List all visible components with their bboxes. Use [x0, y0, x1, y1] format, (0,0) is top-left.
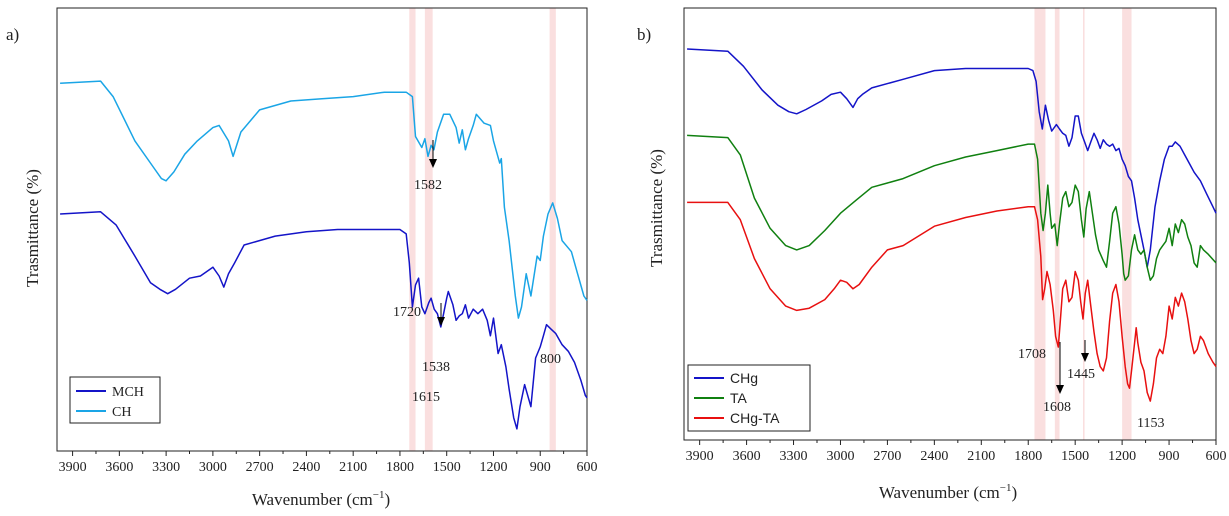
- series-line-chg-ta: [687, 201, 1217, 402]
- series-line-ch: [60, 80, 588, 319]
- series-line-ta: [687, 134, 1217, 281]
- x-axis-label: Wavenumber (cm−1): [879, 482, 1017, 502]
- annotation-1445: 1445: [1067, 340, 1095, 382]
- plot-frame: [56, 7, 588, 452]
- x-tick-label: 1500: [1061, 449, 1089, 464]
- annotation-1538: 1538: [422, 303, 450, 375]
- highlight-band: [1083, 8, 1085, 440]
- x-tick-label: 1200: [1108, 449, 1136, 464]
- highlight-band: [424, 8, 433, 451]
- x-tick-label: 2700: [246, 460, 274, 475]
- highlight-band: [1122, 8, 1132, 440]
- x-tick-label: 900: [530, 460, 551, 475]
- x-tick-label: 2400: [292, 460, 320, 475]
- x-tick-label: 2100: [339, 460, 367, 475]
- highlight-band: [409, 8, 416, 451]
- series-line-mch: [60, 211, 588, 430]
- x-tick-label: 600: [1206, 449, 1227, 464]
- highlight-bands: [409, 8, 556, 451]
- panel-b: b) 3900 3600 3300 3000 2700 2400 2100 1800 1500 1…: [637, 7, 1227, 502]
- x-tick-label: 3600: [105, 460, 133, 475]
- panel-b-label: b): [637, 25, 651, 44]
- x-tick-label: 900: [1159, 449, 1180, 464]
- x-axis-label: Wavenumber (cm−1): [252, 489, 390, 509]
- annotation-label-1708: 1708: [1018, 347, 1046, 362]
- x-tick-label: 1800: [386, 460, 414, 475]
- highlight-band: [1054, 8, 1060, 440]
- annotation-label: 1538: [422, 360, 450, 375]
- x-tick-label: 600: [577, 460, 598, 475]
- x-tick-label: 3000: [199, 460, 227, 475]
- x-tick-label: 3900: [686, 449, 714, 464]
- highlight-band: [1034, 8, 1046, 440]
- x-tick-label: 2700: [873, 449, 901, 464]
- series-line-chg: [687, 48, 1217, 268]
- annotation-label-1153: 1153: [1137, 416, 1164, 431]
- x-tick-label: 1800: [1014, 449, 1042, 464]
- legend: CHg TA CHg-TA: [687, 364, 811, 432]
- y-axis-label: Trasmittance (%): [23, 169, 42, 287]
- plot-frame: [683, 7, 1217, 441]
- highlight-band: [549, 8, 556, 451]
- series-group: [687, 48, 1217, 402]
- annotation-label-1720: 1720: [393, 305, 421, 320]
- y-axis-label: Trasmittance (%): [647, 149, 666, 267]
- highlight-bands: [1034, 8, 1132, 440]
- x-tick-label: 3000: [826, 449, 854, 464]
- legend-label-chg-ta: CHg-TA: [730, 410, 780, 426]
- annotation-label: 1608: [1043, 400, 1071, 415]
- x-tick-label: 1500: [433, 460, 461, 475]
- x-tick-label: 3900: [59, 460, 87, 475]
- x-tick-label: 1200: [479, 460, 507, 475]
- annotation-label: 1445: [1067, 367, 1095, 382]
- series-group: [60, 80, 588, 430]
- annotation-label: 1582: [414, 178, 442, 193]
- x-tick-label: 2400: [920, 449, 948, 464]
- x-tick-label: 3300: [780, 449, 808, 464]
- legend-label-chg: CHg: [730, 370, 758, 386]
- annotation-label-1615: 1615: [412, 390, 440, 405]
- panel-a-label: a): [6, 25, 19, 44]
- legend-label-mch: MCH: [112, 385, 144, 400]
- legend-label-ta: TA: [730, 390, 748, 406]
- legend-label-ch: CH: [112, 405, 131, 420]
- annotation-1608: 1608: [1043, 342, 1071, 415]
- panel-a: a) 3900 3600 3300 3000 2700 2400 2100 1800 1500 1…: [6, 7, 598, 509]
- legend-box: [69, 376, 161, 424]
- x-tick-label: 3600: [733, 449, 761, 464]
- x-axis-ticks: 3900 3600 3300 3000 2700 2400 2100 1800 1500 1200…: [686, 440, 1227, 464]
- legend: MCH CH: [69, 376, 161, 424]
- x-tick-label: 2100: [967, 449, 995, 464]
- annotation-label-800: 800: [540, 352, 561, 367]
- annotation-1582: 1582: [414, 140, 442, 193]
- x-tick-label: 3300: [152, 460, 180, 475]
- x-axis-ticks: 3900 3600 3300 3000 2700 2400 2100 1800 1500 1200…: [59, 451, 598, 475]
